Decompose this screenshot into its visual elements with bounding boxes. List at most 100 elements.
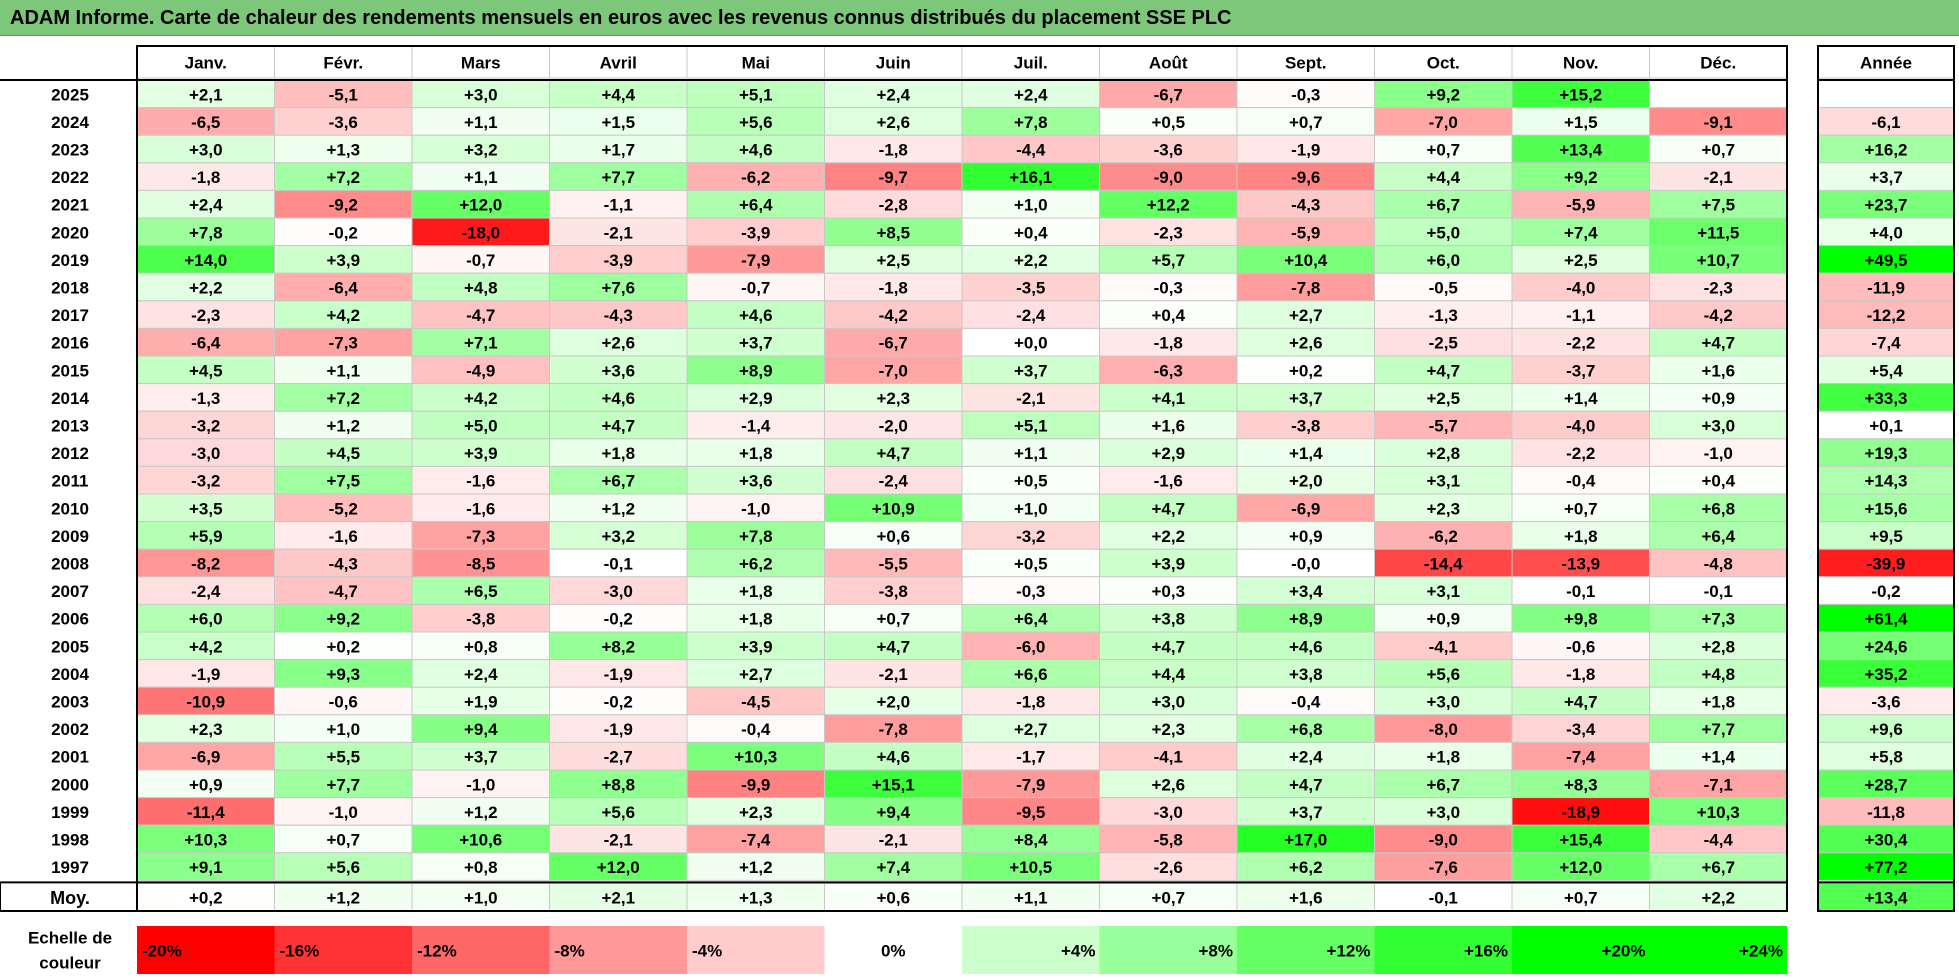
heatmap-cell-value: -8,5 xyxy=(466,555,495,574)
year-label: 2025 xyxy=(51,85,89,104)
heatmap-cell xyxy=(1236,521,1375,550)
heatmap-cell-value: -2,5 xyxy=(1429,334,1458,353)
heatmap-cell xyxy=(961,383,1100,412)
heatmap-cell xyxy=(411,300,550,329)
heatmap-cell-value: +4,7 xyxy=(1701,334,1735,353)
heatmap-cell xyxy=(549,686,688,716)
heatmap-cell-value: -4,3 xyxy=(329,555,358,574)
heatmap-cell-value: +3,2 xyxy=(601,527,635,546)
average-cell-value: +0,2 xyxy=(189,889,223,908)
year-label: 2009 xyxy=(51,527,89,546)
heatmap-cell-value: -7,0 xyxy=(1429,113,1458,132)
heatmap-cell-value: -7,4 xyxy=(741,831,771,850)
heatmap-cell-value: -0,0 xyxy=(1291,555,1320,574)
heatmap-cell-value: +6,5 xyxy=(464,582,498,601)
heatmap-cell xyxy=(961,410,1100,440)
heatmap-cell xyxy=(1649,686,1788,716)
heatmap-cell-value: -1,8 xyxy=(879,279,908,298)
heatmap-cell-value: -1,9 xyxy=(604,665,633,684)
heatmap-cell-value: +1,1 xyxy=(1014,444,1048,463)
heatmap-cell xyxy=(549,189,688,219)
annual-cell-value: +0,1 xyxy=(1869,417,1903,436)
heatmap-cell-value: -5,9 xyxy=(1566,196,1595,215)
heatmap-cell-value: -1,6 xyxy=(466,472,495,491)
heatmap-cell xyxy=(411,714,550,743)
annual-cell xyxy=(1817,272,1955,302)
heatmap-cell-value: -6,9 xyxy=(1291,499,1320,518)
heatmap-cell xyxy=(824,576,963,605)
heatmap-cell-value: -0,2 xyxy=(329,223,358,242)
heatmap-cell-value: +4,4 xyxy=(601,85,635,104)
heatmap-cell-value: +1,7 xyxy=(601,141,635,160)
heatmap-cell-value: -1,0 xyxy=(741,499,770,518)
heatmap-cell-value: +4,2 xyxy=(189,637,223,656)
scale-label-line2: couleur xyxy=(39,954,101,973)
month-header-label: Févr. xyxy=(323,54,363,73)
year-label: 2010 xyxy=(51,499,89,518)
heatmap-cell-value: -6,0 xyxy=(1016,637,1045,656)
heatmap-cell-value: +15,2 xyxy=(1559,85,1602,104)
heatmap-cell-value: +0,8 xyxy=(464,858,498,877)
heatmap-cell-value: -2,4 xyxy=(191,582,221,601)
heatmap-cell-value: +2,6 xyxy=(1289,334,1323,353)
heatmap-cell-value: -5,8 xyxy=(1154,831,1183,850)
heatmap-cell-value: +12,0 xyxy=(1559,858,1602,877)
heatmap-cell-value: -18,9 xyxy=(1561,803,1600,822)
annual-cell-value: +5,4 xyxy=(1869,361,1903,380)
annual-cell-value: +23,7 xyxy=(1864,196,1907,215)
heatmap-cell-value: +7,5 xyxy=(1701,196,1735,215)
heatmap-cell-value: +6,4 xyxy=(739,196,773,215)
heatmap-cell-value: +5,1 xyxy=(739,85,773,104)
heatmap-cell-value: -6,7 xyxy=(1154,85,1183,104)
year-label: 1999 xyxy=(51,803,89,822)
heatmap-cell xyxy=(1374,189,1513,219)
heatmap-cell-value: +3,0 xyxy=(1701,417,1735,436)
heatmap-cell-value: +3,2 xyxy=(464,141,498,160)
heatmap-cell-value: +3,7 xyxy=(1289,389,1323,408)
heatmap-cell-value: +4,6 xyxy=(1289,637,1323,656)
heatmap-cell xyxy=(1236,659,1375,688)
heatmap-cell-value: +3,9 xyxy=(739,637,773,656)
heatmap-cell-value: -6,3 xyxy=(1154,361,1183,380)
chart-title: ADAM Informe. Carte de chaleur des rende… xyxy=(0,0,1959,36)
heatmap-cell-value: +1,4 xyxy=(1564,389,1598,408)
heatmap-cell-value: +12,2 xyxy=(1147,196,1190,215)
heatmap-cell-value: +2,4 xyxy=(189,196,223,215)
heatmap-cell-value: -1,1 xyxy=(604,196,633,215)
heatmap-cell-value: +1,8 xyxy=(739,444,773,463)
heatmap-cell-value: +6,2 xyxy=(1289,858,1323,877)
heatmap-cell xyxy=(274,383,413,412)
heatmap-cell xyxy=(1099,79,1238,109)
heatmap-cell-value: +15,1 xyxy=(872,775,915,794)
heatmap-cell-value: +0,2 xyxy=(326,637,360,656)
average-cell-value: -0,1 xyxy=(1429,889,1458,908)
heatmap-cell-value: +17,0 xyxy=(1284,831,1327,850)
heatmap-cell-value: -14,4 xyxy=(1424,555,1463,574)
heatmap-cell-value: +7,6 xyxy=(601,279,635,298)
annual-cell-value: +14,3 xyxy=(1864,472,1907,491)
heatmap-cell-value: -1,8 xyxy=(1566,665,1595,684)
heatmap-cell xyxy=(274,797,413,826)
heatmap-cell xyxy=(686,797,825,826)
heatmap-cell-value: +7,2 xyxy=(326,389,360,408)
heatmap-cell xyxy=(1236,327,1375,357)
heatmap-cell-value: -0,3 xyxy=(1291,85,1320,104)
heatmap-cell-value: -7,1 xyxy=(1704,775,1733,794)
annual-cell xyxy=(1817,824,1955,854)
heatmap-cell xyxy=(1374,576,1513,605)
heatmap-cell xyxy=(961,272,1100,302)
heatmap-cell-value: +12,0 xyxy=(459,196,502,215)
heatmap-cell xyxy=(686,162,825,191)
heatmap-cell xyxy=(686,521,825,550)
heatmap-cell xyxy=(411,465,550,495)
heatmap-cell-value: +2,3 xyxy=(189,720,223,739)
heatmap-cell-value: -3,2 xyxy=(1016,527,1045,546)
heatmap-cell xyxy=(1236,189,1375,219)
heatmap-cell xyxy=(274,79,413,109)
heatmap-cell xyxy=(411,548,550,578)
scale-swatch xyxy=(1237,926,1375,974)
heatmap-cell-value: +3,0 xyxy=(1151,693,1185,712)
heatmap-cell-value: +0,9 xyxy=(1701,389,1735,408)
heatmap-cell xyxy=(1236,741,1375,771)
heatmap-cell-value: -4,8 xyxy=(1704,555,1733,574)
